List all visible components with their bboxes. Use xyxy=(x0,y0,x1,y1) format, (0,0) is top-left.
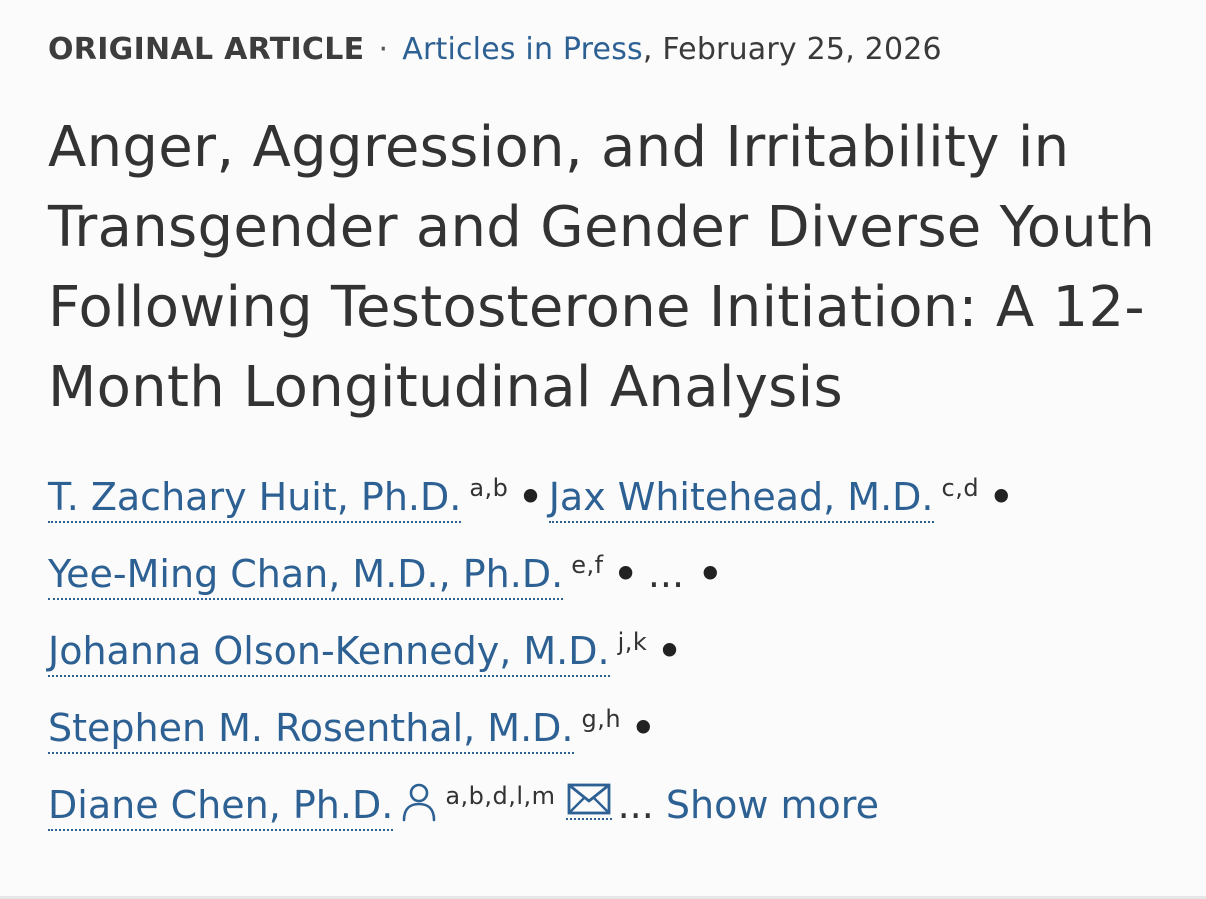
author-line-5: Diane Chen, Ph.D. a,b,d,l,m ... Show mor… xyxy=(48,762,1088,839)
email-author-button[interactable] xyxy=(565,782,612,820)
show-more-ellipsis: ... xyxy=(617,783,654,827)
publication-date: , February 25, 2026 xyxy=(642,32,942,67)
author-affiliations: a,b xyxy=(469,474,509,502)
author-affiliations: c,d xyxy=(941,474,980,502)
author-affiliations: j,k xyxy=(617,628,648,656)
author-line-3: Johanna Olson-Kennedy, M.D. j,k • xyxy=(48,608,1088,685)
author-line-1: T. Zachary Huit, Ph.D. a,b • Jax Whitehead,… xyxy=(48,454,1088,531)
author-separator: • xyxy=(631,706,656,750)
envelope-icon xyxy=(567,783,610,815)
author-link[interactable]: Yee-Ming Chan, M.D., Ph.D. xyxy=(48,552,564,600)
author-link[interactable]: Diane Chen, Ph.D. xyxy=(48,783,394,831)
author-affiliations: e,f xyxy=(571,551,604,579)
author-separator: • xyxy=(698,552,723,596)
author-link[interactable]: Stephen M. Rosenthal, M.D. xyxy=(48,706,574,754)
author-line-4: Stephen M. Rosenthal, M.D. g,h • xyxy=(48,685,1088,762)
show-more-label: Show more xyxy=(665,783,879,827)
author-link[interactable]: Jax Whitehead, M.D. xyxy=(548,475,934,523)
article-title: Anger, Aggression, and Irritability in T… xyxy=(48,115,1156,420)
author-separator: • xyxy=(657,629,682,673)
bottom-divider xyxy=(0,896,1206,899)
author-affiliations: g,h xyxy=(581,705,622,733)
author-line-2: Yee-Ming Chan, M.D., Ph.D. e,f •... • xyxy=(48,531,1088,608)
author-link[interactable]: Johanna Olson-Kennedy, M.D. xyxy=(48,629,610,677)
author-ellipsis: ... xyxy=(647,552,685,596)
author-link[interactable]: T. Zachary Huit, Ph.D. xyxy=(48,475,462,523)
author-separator: • xyxy=(989,475,1014,519)
author-separator: • xyxy=(518,475,543,519)
meta-separator: · xyxy=(378,32,389,67)
article-meta-line: ORIGINAL ARTICLE · Articles in Press, Febr… xyxy=(48,28,1206,72)
show-more-button[interactable]: ... Show more xyxy=(618,783,879,827)
author-separator: • xyxy=(613,552,638,596)
author-affiliations: a,b,d,l,m xyxy=(445,782,556,810)
person-icon xyxy=(403,783,436,822)
author-list: T. Zachary Huit, Ph.D. a,b • Jax Whitehead,… xyxy=(48,454,1088,839)
article-type-label: ORIGINAL ARTICLE xyxy=(48,32,365,67)
articles-in-press-link[interactable]: Articles in Press xyxy=(402,32,643,67)
